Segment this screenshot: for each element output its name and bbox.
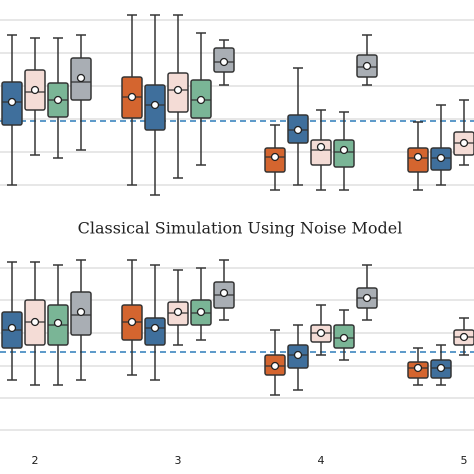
mean: [413, 363, 423, 373]
mean: [127, 317, 137, 327]
mean: [30, 85, 40, 95]
mean: [196, 95, 206, 105]
mean: [362, 61, 372, 71]
mean: [150, 100, 160, 110]
mean: [436, 153, 446, 163]
mean: [270, 152, 280, 162]
mean: [293, 125, 303, 135]
mean: [127, 92, 137, 102]
mean: [362, 293, 372, 303]
mean: [339, 333, 349, 343]
mean: [76, 307, 86, 317]
box: [310, 139, 332, 166]
mean: [436, 363, 446, 373]
mean: [219, 288, 229, 298]
mean: [270, 361, 280, 371]
mean: [76, 73, 86, 83]
mean: [293, 350, 303, 360]
mean: [459, 138, 469, 148]
mean: [339, 145, 349, 155]
x-tick-label: 4: [318, 454, 325, 467]
mean: [7, 97, 17, 107]
mean: [53, 318, 63, 328]
mean: [316, 142, 326, 152]
mean: [53, 95, 63, 105]
x-tick-label: 2: [32, 454, 39, 467]
mean: [173, 307, 183, 317]
mean: [7, 323, 17, 333]
x-tick-label: 3: [175, 454, 182, 467]
mean: [459, 332, 469, 342]
mean: [196, 307, 206, 317]
mean: [219, 57, 229, 67]
mean: [316, 328, 326, 338]
mean: [173, 85, 183, 95]
mean: [30, 317, 40, 327]
x-tick-label: 5: [461, 454, 468, 467]
mean: [150, 323, 160, 333]
mean: [413, 152, 423, 162]
chart-title: Classical Simulation Using Noise Model: [78, 219, 403, 238]
